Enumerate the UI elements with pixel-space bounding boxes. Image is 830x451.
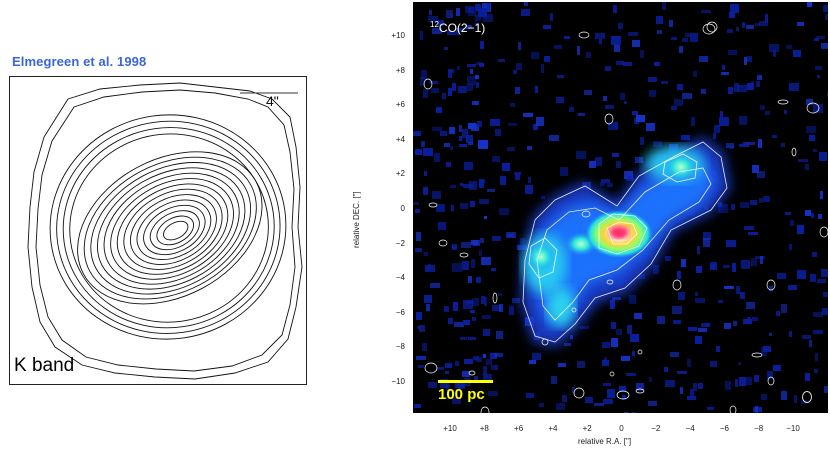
background-noise <box>413 2 828 413</box>
band-label: K band <box>14 355 75 376</box>
figure-caption: Elmegreen et al. 1998 <box>12 54 147 69</box>
y-tick-label: −6 <box>395 307 405 317</box>
x-tick-label: 0 <box>619 424 624 433</box>
physical-scale-bar <box>438 380 493 383</box>
x-tick-label: −4 <box>685 424 695 433</box>
x-tick-label: −10 <box>786 424 800 433</box>
x-tick-label: −8 <box>754 424 764 433</box>
y-axis-label: relative DEC. ["] <box>352 191 361 248</box>
co-intensity-map <box>413 2 828 413</box>
angular-scale-label: 4" <box>266 93 279 109</box>
molecular-line-label: 12CO(2−1) <box>430 20 486 35</box>
x-tick-label: +6 <box>514 424 524 433</box>
y-tick-label: +2 <box>395 169 405 179</box>
y-tick-label: 0 <box>400 204 405 213</box>
isophote-contours <box>49 114 287 340</box>
y-tick-label: −4 <box>395 273 405 283</box>
x-tick-label: +8 <box>479 424 489 433</box>
x-tick-label: −6 <box>719 424 729 433</box>
x-axis-label: relative R.A. ["] <box>578 437 632 446</box>
y-tick-label: −2 <box>395 238 405 248</box>
physical-scale-label: 100 pc <box>438 386 485 403</box>
beam-ellipse <box>802 391 812 403</box>
y-tick-label: +10 <box>391 31 405 40</box>
y-tick-label: +4 <box>395 134 405 144</box>
x-tick-label: +10 <box>443 424 457 433</box>
y-tick-label: +6 <box>395 100 405 110</box>
y-tick-label: −10 <box>391 377 405 386</box>
co-map-image <box>413 2 828 413</box>
x-tick-label: −2 <box>651 424 661 433</box>
y-tick-label: −8 <box>395 342 405 352</box>
contour-plot <box>27 82 303 380</box>
k-band-contour-panel <box>9 76 307 385</box>
x-tick-label: +4 <box>548 424 558 433</box>
noise-contours <box>423 21 828 413</box>
x-tick-label: +2 <box>582 424 592 433</box>
y-tick-label: +8 <box>395 65 405 75</box>
